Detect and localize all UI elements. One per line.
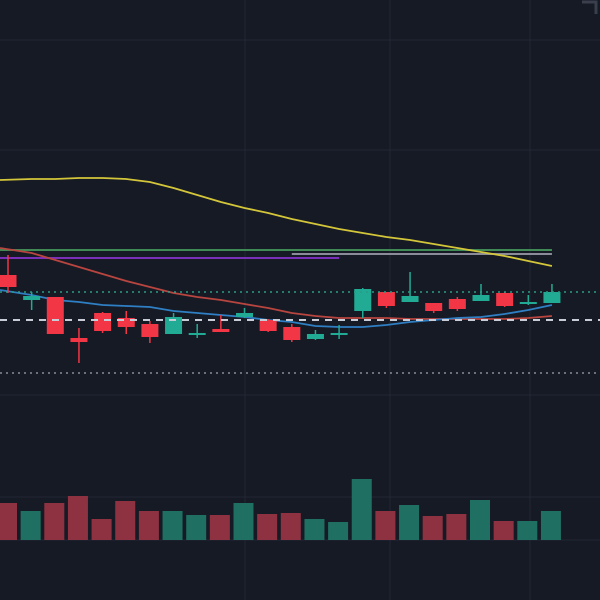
candle-body-up xyxy=(543,292,561,303)
volume-bar xyxy=(540,511,561,540)
candle-body-down xyxy=(496,293,514,306)
volume-pane xyxy=(0,479,561,540)
candle-body-down xyxy=(259,320,277,331)
candle-body-up xyxy=(23,296,41,300)
candle-body-down xyxy=(283,327,301,340)
volume-bar xyxy=(493,521,514,540)
candle-body-down xyxy=(0,275,17,287)
candle-body-down xyxy=(117,318,135,327)
volume-bar xyxy=(67,496,88,540)
candle-body-down xyxy=(94,313,112,331)
volume-bar xyxy=(44,503,65,540)
candle-body-up xyxy=(306,334,324,339)
volume-bar xyxy=(233,503,254,540)
volume-bar xyxy=(209,515,230,540)
ma-yellow xyxy=(0,177,553,267)
candle-body-up xyxy=(330,333,348,335)
volume-bar xyxy=(328,522,349,540)
candle-body-down xyxy=(212,329,230,332)
volume-bar xyxy=(446,514,467,540)
candle-body-up xyxy=(519,302,537,304)
volume-bar xyxy=(20,511,41,540)
candle-body-up xyxy=(472,295,490,301)
candle-body-up xyxy=(165,317,183,334)
volume-bar xyxy=(257,514,278,540)
volume-bar xyxy=(115,501,136,540)
volume-bar xyxy=(375,511,396,540)
volume-bar xyxy=(162,511,183,540)
volume-bar xyxy=(470,500,490,540)
volume-bar xyxy=(138,511,159,540)
candle-body-down xyxy=(425,303,443,311)
candle-body-up xyxy=(401,296,419,302)
volume-bar xyxy=(351,479,372,540)
candle-body-down xyxy=(448,299,466,309)
candle-body-down xyxy=(141,324,159,337)
candle-body-up xyxy=(354,289,372,311)
volume-bar xyxy=(304,519,325,540)
volume-bar xyxy=(91,519,112,540)
volume-bar xyxy=(280,513,301,540)
candle-body-up xyxy=(188,333,206,335)
volume-bar xyxy=(399,505,420,540)
candle-body-down xyxy=(46,297,64,334)
corner-resize-icon[interactable] xyxy=(582,0,598,14)
candle-body-down xyxy=(70,338,88,342)
volume-bar xyxy=(0,503,17,540)
volume-bar xyxy=(517,521,538,540)
volume-bar xyxy=(186,515,207,540)
price-markers xyxy=(0,291,600,374)
volume-bar xyxy=(422,516,443,540)
candle-body-down xyxy=(377,292,395,306)
horizontal-levels xyxy=(0,249,552,259)
candle-body-up xyxy=(236,313,253,317)
